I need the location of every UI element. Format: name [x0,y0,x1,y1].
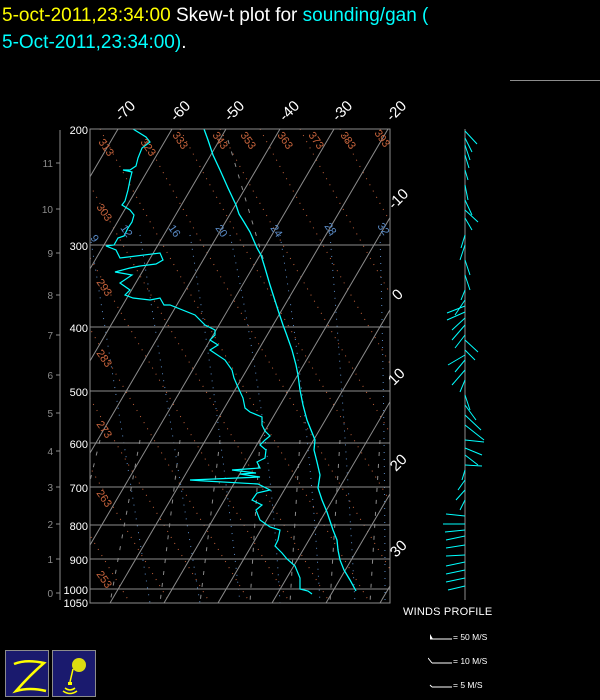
legend-label: = 10 M/S [453,656,488,666]
title-source: sounding/gan ( [302,5,429,26]
dry-adiabats [90,129,390,603]
title-date: 5-oct-2011,23:34:00 [2,5,171,26]
zebra-z-icon [12,660,47,694]
title-source-time: 5-Oct-2011,23:34:00) [2,32,182,53]
plot-frame [89,128,391,604]
dry-adiabat-labels: 313 323 333 343 353 363 373 383 393 303 … [94,128,392,591]
svg-text:9: 9 [88,233,101,245]
half-barb-icon [429,684,452,688]
svg-text:-30: -30 [329,97,356,124]
balloon-logo-button[interactable] [52,650,96,697]
mixing-ratio-lines [90,139,381,603]
svg-text:20: 20 [213,223,230,240]
height-axis [56,130,61,600]
title-text: Skew-t plot for [170,5,303,26]
title-end: . [181,32,187,53]
top-divider [510,80,600,81]
wind-profile [443,129,485,600]
legend-label: = 50 M/S [453,632,488,642]
svg-text:16: 16 [166,223,183,240]
mixing-ratio-labels: 9 12 16 20 24 28 32 [88,221,392,245]
winds-profile-title: WINDS PROFILE [403,606,493,618]
svg-text:900: 900 [70,555,88,567]
svg-text:273: 273 [94,419,114,441]
weather-balloon-icon [62,658,86,695]
svg-text:600: 600 [70,439,88,451]
svg-text:1050: 1050 [64,598,88,610]
svg-text:800: 800 [70,521,88,533]
svg-text:-20: -20 [383,97,410,124]
svg-text:283: 283 [94,348,114,370]
svg-text:400: 400 [70,323,88,335]
svg-text:0: 0 [389,286,407,304]
wind-legend-full-barb: = 10 M/S [428,656,487,666]
svg-text:3: 3 [47,483,53,494]
svg-text:28: 28 [322,221,339,238]
temperature-trace [203,129,357,592]
isobars [90,244,390,590]
svg-text:263: 263 [94,488,114,510]
full-barb-icon [428,657,452,664]
legend-label: = 5 M/S [453,680,483,690]
temperature-tick-labels-right: -10 0 10 20 30 [385,185,412,560]
zebra-logo-button[interactable] [5,650,49,697]
svg-text:4: 4 [47,447,53,458]
moist-adiabats [90,234,386,603]
svg-text:5: 5 [47,409,53,420]
temperature-tick-labels-top: -70 -60 -50 -40 -30 -20 [112,97,410,124]
svg-text:9: 9 [47,249,53,260]
isotherms [90,129,390,603]
svg-text:24: 24 [268,223,285,240]
svg-text:-70: -70 [112,97,139,124]
svg-text:-60: -60 [167,97,194,124]
height-tick-labels: 11 10 9 8 7 6 5 4 3 2 1 0 [42,159,54,600]
svg-text:11: 11 [43,159,54,170]
svg-text:10: 10 [385,365,409,389]
svg-text:353: 353 [238,130,258,152]
svg-text:-40: -40 [276,97,303,124]
svg-text:323: 323 [138,137,158,159]
svg-text:7: 7 [47,331,53,342]
svg-text:0: 0 [47,589,53,600]
svg-text:700: 700 [70,483,88,495]
wind-legend-half-barb: = 5 M/S [428,680,483,690]
svg-text:383: 383 [338,130,358,152]
svg-text:300: 300 [70,241,88,253]
svg-text:303: 303 [94,202,114,224]
wind-legend-pennant: = 50 M/S [428,632,487,642]
svg-text:313: 313 [96,137,116,159]
svg-text:1000: 1000 [64,585,88,597]
svg-text:253: 253 [94,569,114,591]
svg-text:1: 1 [47,555,53,566]
dewpoint-trace [105,129,313,595]
svg-text:32: 32 [375,221,392,238]
svg-text:8: 8 [47,291,53,302]
svg-text:6: 6 [47,371,53,382]
svg-text:-10: -10 [385,185,412,212]
svg-text:2: 2 [47,520,53,531]
svg-text:343: 343 [210,130,230,152]
svg-text:-50: -50 [221,97,248,124]
svg-text:393: 393 [372,128,392,150]
svg-text:200: 200 [70,125,88,137]
svg-text:333: 333 [170,130,190,152]
svg-text:10: 10 [42,205,54,216]
pressure-tick-labels: 200 300 400 500 600 700 800 900 1000 105… [64,125,88,610]
svg-text:12: 12 [118,223,135,240]
pennant-icon [430,634,452,640]
plot-title: 5-oct-2011,23:34:00 Skew-t plot for soun… [2,2,428,56]
svg-text:500: 500 [70,387,88,399]
